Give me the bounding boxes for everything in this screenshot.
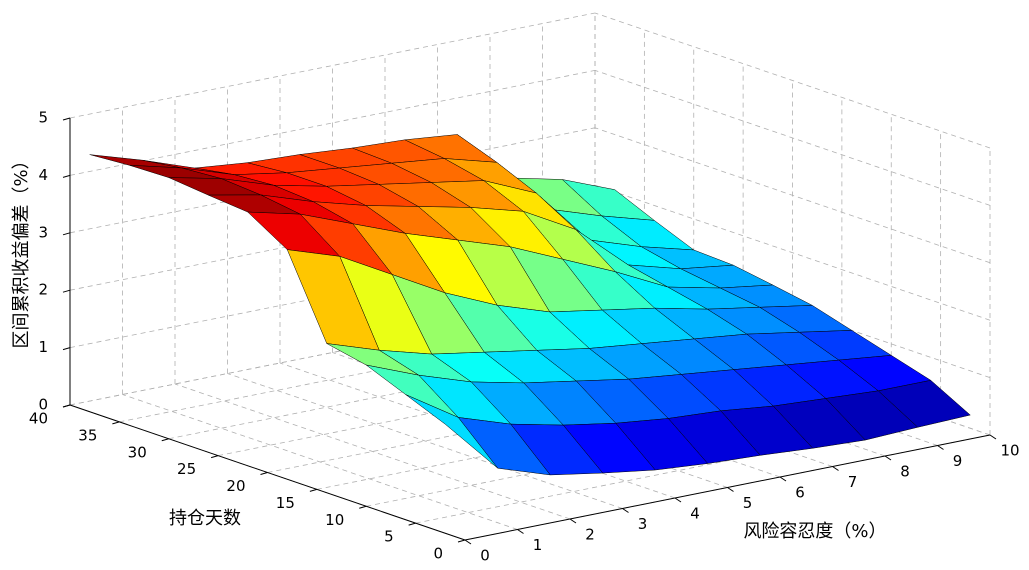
z-tick-label: 5 [38, 109, 48, 127]
x-tick-label: 10 [1000, 442, 1019, 460]
x-tick-label: 2 [585, 526, 595, 544]
grid-line [594, 12, 991, 149]
y-tick-label: 10 [325, 511, 344, 529]
y-tick [359, 505, 367, 509]
x-tick-label: 0 [480, 547, 490, 565]
z-tick [62, 404, 71, 408]
surface [89, 134, 971, 476]
x-tick-label: 4 [690, 505, 700, 523]
grid-line [69, 12, 596, 119]
y-tick [210, 455, 219, 459]
z-tick-label: 4 [38, 166, 48, 184]
y-tick [112, 421, 120, 425]
x-tick-label: 7 [848, 473, 858, 491]
x-tick-label: 5 [743, 494, 753, 512]
grid-line [594, 70, 991, 206]
y-tick-label: 15 [276, 494, 295, 512]
grid-line [594, 127, 991, 264]
x-tick [937, 445, 944, 450]
y-tick-label: 25 [177, 460, 196, 478]
x-tick-label: 1 [533, 536, 543, 554]
z-tick [62, 289, 71, 293]
z-tick [62, 232, 71, 236]
y-tick [309, 488, 318, 492]
x-tick [727, 487, 734, 492]
y-tick-label: 5 [384, 528, 394, 546]
z-axis-label: 区间累积收益偏差（%） [11, 151, 32, 348]
x-tick [832, 466, 839, 471]
z-tick [62, 117, 71, 121]
y-tick [161, 438, 169, 442]
grid-line [174, 383, 571, 520]
x-tick-label: 6 [795, 484, 805, 502]
x-tick [464, 539, 472, 545]
x-tick-label: 8 [900, 463, 910, 481]
z-tick-label: 0 [38, 396, 48, 414]
y-tick [260, 472, 268, 475]
x-tick [884, 455, 892, 461]
y-tick-label: 0 [433, 545, 443, 563]
x-tick-label: 3 [638, 515, 648, 533]
z-tick-label: 3 [38, 223, 48, 241]
x-tick [517, 529, 524, 534]
x-tick [622, 508, 629, 513]
x-tick [779, 476, 787, 482]
grid-line [122, 394, 518, 530]
y-tick-label: 20 [226, 477, 245, 495]
y-tick [457, 539, 466, 543]
y-tick-label: 35 [78, 426, 97, 444]
z-tick [62, 174, 71, 178]
grid-line [594, 184, 991, 321]
x-axis-label: 风险容忍度（%） [743, 521, 886, 542]
y-tick-label: 30 [128, 443, 147, 461]
x-tick [674, 497, 682, 503]
y-axis-label: 持仓天数 [169, 508, 241, 529]
x-tick-label: 9 [953, 452, 963, 470]
y-tick-label: 40 [29, 410, 48, 428]
grid-line [227, 373, 623, 509]
x-tick [989, 434, 997, 440]
surface-facet [405, 394, 498, 469]
z-tick-label: 1 [38, 338, 48, 356]
z-tick [62, 347, 71, 351]
z-tick-label: 2 [38, 281, 48, 299]
y-tick [408, 522, 416, 526]
x-tick [569, 518, 577, 524]
